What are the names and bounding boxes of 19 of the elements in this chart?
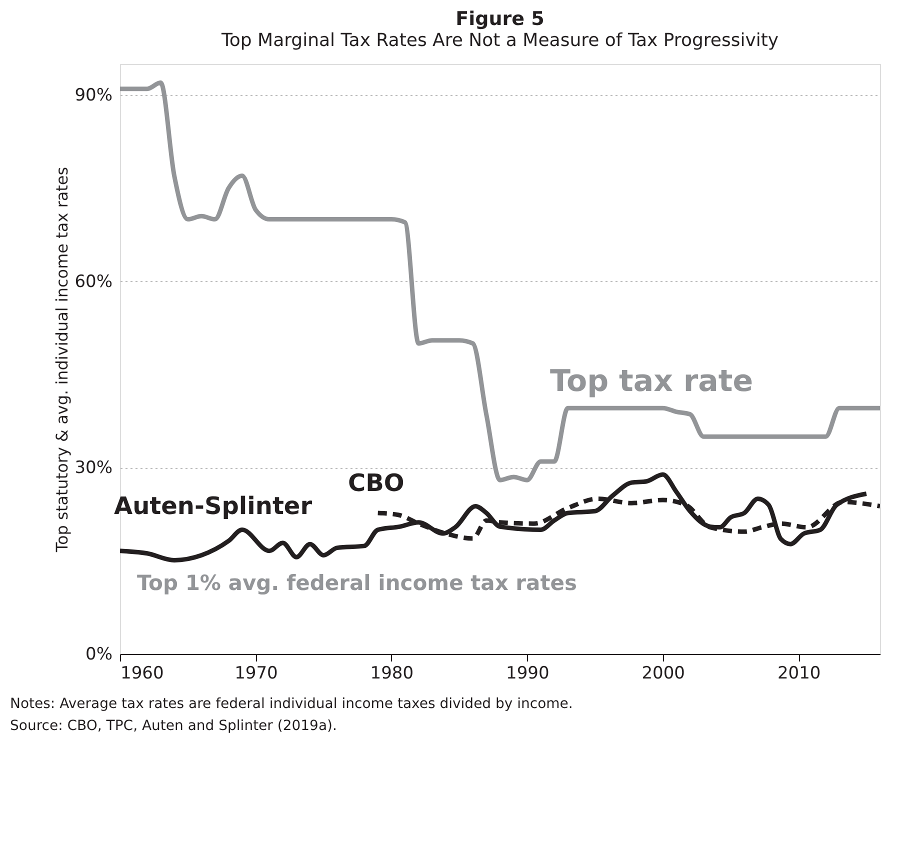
chart-title: Figure 5	[456, 8, 544, 30]
series-label: CBO	[348, 469, 404, 497]
chart-subtitle: Top Marginal Tax Rates Are Not a Measure of Tax Progressivity	[220, 30, 779, 51]
x-tick-label: 1970	[234, 664, 278, 684]
series-label: Auten-Splinter	[114, 492, 312, 520]
x-tick-label: 1980	[370, 664, 414, 684]
text: Notes: Average tax rates are federal individual income taxes divided by income.	[10, 696, 573, 712]
y-tick-label: 90%	[74, 86, 112, 106]
annotation: Top 1% avg. federal income tax rates	[137, 571, 577, 595]
y-tick-label: 30%	[74, 458, 112, 478]
x-tick-label: 2000	[642, 664, 685, 684]
x-tick-label: 2010	[777, 664, 821, 684]
y-tick-label: 0%	[86, 644, 112, 664]
source-note: Source: CBO, TPC, Auten and Splinter (2019a).	[10, 718, 337, 734]
y-axis-title: Top statutory & avg. individual income tax rates	[52, 166, 72, 554]
y-tick-label: 60%	[74, 272, 112, 292]
series-label: Top tax rate	[550, 364, 754, 399]
x-tick-label: 1960	[120, 664, 164, 684]
x-tick-label: 1990	[506, 664, 550, 684]
